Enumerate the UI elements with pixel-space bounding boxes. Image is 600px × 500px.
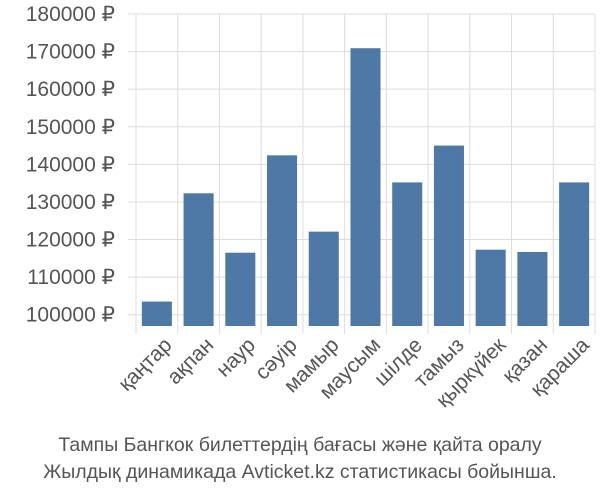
x-tick-label: наур <box>212 333 260 381</box>
bar-chart: 100000 ₽ 110000 ₽ 120000 ₽ 130000 ₽ 140000 ₽… <box>26 3 596 412</box>
bar-3 <box>267 155 298 326</box>
y-tick-label: 130000 ₽ <box>26 191 115 214</box>
y-tick-label: 170000 ₽ <box>26 41 115 64</box>
y-tick-label: 180000 ₽ <box>26 3 115 26</box>
bar-1 <box>183 193 214 326</box>
y-tick-label: 100000 ₽ <box>26 304 115 327</box>
bar-4 <box>308 231 339 326</box>
chart-caption-line-1: Тампы Бангкок билеттердің бағасы және қа… <box>58 434 542 456</box>
y-axis-ticks: 100000 ₽ 110000 ₽ 120000 ₽ 130000 ₽ 140000 ₽… <box>26 3 115 327</box>
bar-8 <box>475 249 506 326</box>
bars <box>141 48 590 327</box>
x-tick-label: ақпан <box>163 333 219 389</box>
y-tick-label: 120000 ₽ <box>26 229 115 252</box>
bar-6 <box>392 182 423 326</box>
bar-7 <box>433 145 464 326</box>
bar-0 <box>141 301 172 326</box>
bar-10 <box>559 182 590 326</box>
bar-2 <box>225 252 256 326</box>
chart-caption-line-2: Жылдық динамикада Avticket.kz статистика… <box>43 461 557 483</box>
y-tick-label: 150000 ₽ <box>26 116 115 139</box>
y-tick-label: 110000 ₽ <box>27 266 115 289</box>
bar-9 <box>517 251 548 326</box>
bar-5 <box>350 48 381 327</box>
x-tick-label: қаңтар <box>114 333 176 395</box>
y-tick-label: 140000 ₽ <box>26 153 115 176</box>
y-tick-label: 160000 ₽ <box>26 78 115 101</box>
x-axis-labels: қаңтарақпаннаурсәуірмамырмаусымшілдетамы… <box>114 333 594 412</box>
